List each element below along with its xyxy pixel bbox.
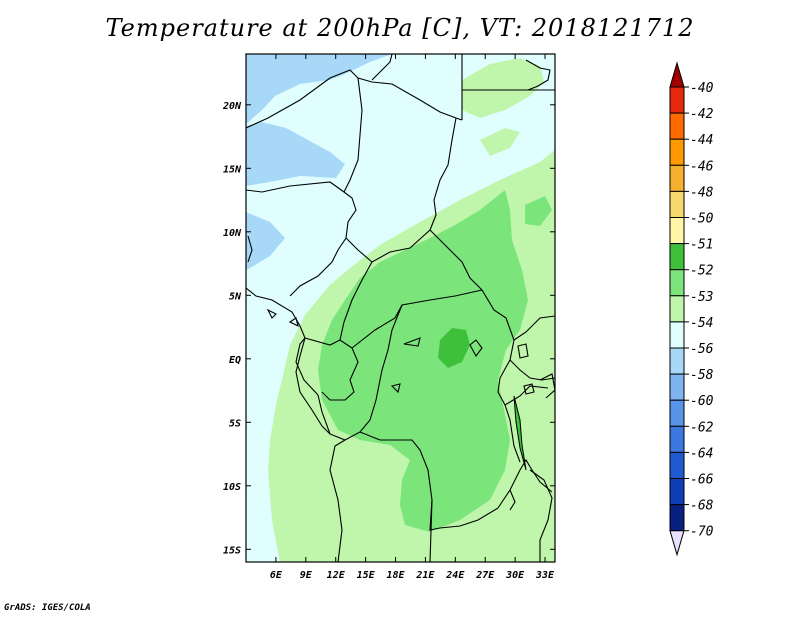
colorbar-label: -54 — [690, 316, 713, 331]
temperature-band-56-west — [246, 212, 285, 270]
colorbar-swatch — [669, 504, 685, 532]
lat-tick-label: 5N — [229, 291, 242, 302]
temperature-band-52-northeast — [525, 196, 552, 226]
colorbar-swatch — [669, 478, 685, 506]
lon-tick-label: 12E — [327, 570, 346, 581]
colorbar-swatch — [669, 243, 685, 271]
colorbar-label: -64 — [690, 446, 713, 461]
colorbar-swatch — [669, 112, 685, 140]
lat-tick-label: 5S — [229, 418, 241, 429]
colorbar-swatch — [669, 295, 685, 323]
lat-tick-label: 20N — [222, 101, 242, 112]
colorbar-label: -46 — [690, 159, 714, 174]
colorbar-label: -52 — [690, 264, 714, 279]
lon-tick-label: 21E — [415, 570, 435, 581]
colorbar-label: -60 — [690, 394, 714, 409]
map-title: Temperature at 200hPa [C], VT: 201812171… — [105, 14, 695, 42]
colorbar-swatch — [669, 425, 685, 453]
temperature-band-52 — [318, 190, 528, 532]
lat-tick-label: 15S — [223, 545, 241, 556]
latitude-axis: 20N 15N 10N 5N EQ 5S 10S 15S — [222, 101, 555, 556]
colorbar-top-arrow — [669, 61, 685, 88]
grads-credit: GrADS: IGES/COLA — [4, 603, 91, 613]
lon-tick-label: 15E — [357, 570, 376, 581]
colorbar-swatch — [669, 86, 685, 114]
colorbar-label: -51 — [690, 238, 713, 253]
lat-tick-label: 10N — [223, 228, 242, 239]
colorbar-label: -53 — [690, 290, 713, 305]
map-frame — [245, 53, 556, 563]
temperature-band-51 — [438, 328, 470, 368]
colorbar-label: -50 — [690, 212, 714, 227]
longitude-axis: 6E 9E 12E 15E 18E 21E 24E 27E 30E 33E — [270, 54, 555, 581]
lon-tick-label: 18E — [386, 570, 405, 581]
colorbar-label: -58 — [690, 368, 714, 383]
colorbar-label: -62 — [690, 420, 714, 435]
colorbar-swatch — [669, 451, 685, 479]
temperature-band-56 — [246, 54, 392, 124]
colorbar-bottom-arrow — [669, 530, 685, 557]
lat-tick-label: EQ — [229, 355, 241, 366]
colorbar-swatch — [669, 269, 685, 297]
colorbar-swatch — [669, 190, 685, 218]
colorbar-label: -56 — [690, 342, 714, 357]
country-borders — [246, 54, 555, 562]
colorbar: -40 -42 -44 -46 -48 -50 -51 -52 -53 -54 -56 -58 -60 -… — [669, 61, 714, 557]
colorbar-label: -70 — [690, 525, 714, 540]
lon-tick-label: 33E — [535, 570, 555, 581]
temperature-band-53-north — [462, 58, 544, 118]
lake-tanganyika — [513, 395, 527, 471]
lon-tick-label: 30E — [505, 570, 525, 581]
colorbar-swatch — [669, 321, 685, 349]
colorbar-swatch — [669, 399, 685, 427]
colorbar-swatch — [669, 138, 685, 166]
lat-tick-label: 15N — [223, 164, 242, 175]
colorbar-swatch — [669, 373, 685, 401]
colorbar-label: -68 — [690, 499, 714, 514]
colorbar-label: -66 — [690, 473, 714, 488]
lon-tick-label: 9E — [300, 570, 313, 581]
colorbar-label: -44 — [690, 133, 713, 148]
lon-tick-label: 27E — [475, 570, 495, 581]
temperature-band-56-sahara — [246, 122, 345, 186]
colorbar-swatch — [669, 217, 685, 245]
colorbar-label: -48 — [690, 185, 714, 200]
colorbar-label: -42 — [690, 107, 714, 122]
lon-tick-label: 6E — [270, 570, 283, 581]
colorbar-label: -40 — [690, 81, 714, 96]
colorbar-swatch — [669, 347, 685, 375]
temperature-band-53-east — [480, 128, 520, 156]
lon-tick-label: 24E — [445, 570, 465, 581]
colorbar-swatch — [669, 164, 685, 192]
lat-tick-label: 10S — [223, 482, 241, 493]
